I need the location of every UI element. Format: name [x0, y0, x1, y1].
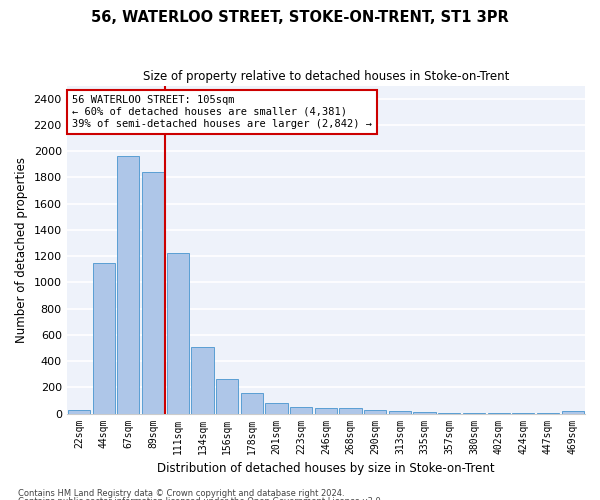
Bar — [438, 413, 460, 414]
Bar — [241, 393, 263, 413]
Bar — [142, 172, 164, 414]
Text: Contains public sector information licensed under the Open Government Licence v3: Contains public sector information licen… — [18, 497, 383, 500]
Text: Contains HM Land Registry data © Crown copyright and database right 2024.: Contains HM Land Registry data © Crown c… — [18, 488, 344, 498]
X-axis label: Distribution of detached houses by size in Stoke-on-Trent: Distribution of detached houses by size … — [157, 462, 494, 475]
Bar — [389, 411, 411, 414]
Bar — [290, 407, 312, 414]
Bar — [265, 403, 287, 413]
Bar — [68, 410, 90, 414]
Text: 56 WATERLOO STREET: 105sqm
← 60% of detached houses are smaller (4,381)
39% of s: 56 WATERLOO STREET: 105sqm ← 60% of deta… — [72, 96, 372, 128]
Bar — [562, 411, 584, 414]
Text: 56, WATERLOO STREET, STOKE-ON-TRENT, ST1 3PR: 56, WATERLOO STREET, STOKE-ON-TRENT, ST1… — [91, 10, 509, 25]
Bar — [167, 254, 189, 414]
Bar — [216, 379, 238, 414]
Bar — [315, 408, 337, 414]
Title: Size of property relative to detached houses in Stoke-on-Trent: Size of property relative to detached ho… — [143, 70, 509, 83]
Bar — [117, 156, 139, 414]
Bar — [364, 410, 386, 414]
Bar — [413, 412, 436, 414]
Bar — [340, 408, 362, 414]
Y-axis label: Number of detached properties: Number of detached properties — [15, 156, 28, 342]
Bar — [92, 262, 115, 414]
Bar — [191, 346, 214, 414]
